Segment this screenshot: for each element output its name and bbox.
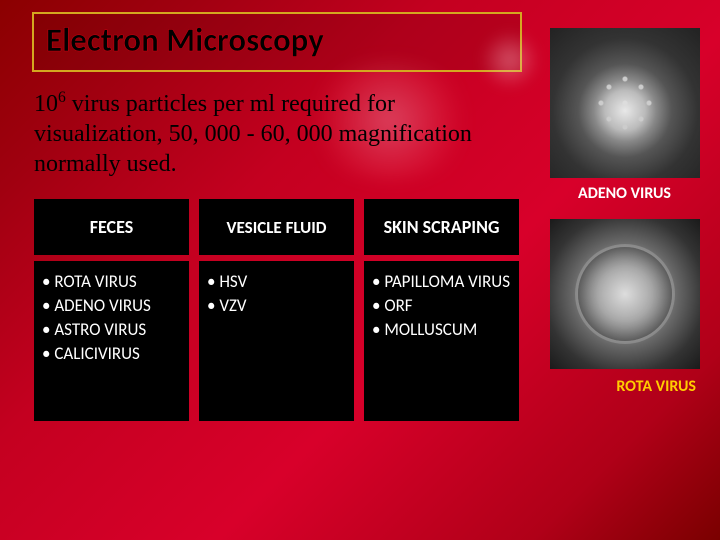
- list-item: ORF: [372, 295, 513, 317]
- list-item: HSV: [207, 271, 348, 293]
- column-vesicle-fluid: VESICLE FLUID HSV VZV: [199, 199, 354, 421]
- column-header: VESICLE FLUID: [199, 199, 354, 255]
- column-header: SKIN SCRAPING: [364, 199, 519, 255]
- subtitle-post: virus particles per ml required for visu…: [34, 91, 472, 177]
- right-image-panel: ADENO VIRUS ROTA VIRUS: [547, 28, 702, 412]
- column-body: ROTA VIRUS ADENO VIRUS ASTRO VIRUS CALIC…: [34, 261, 189, 421]
- subtitle-exponent: 6: [58, 89, 66, 106]
- adeno-virus-image: [550, 28, 700, 178]
- column-header: FECES: [34, 199, 189, 255]
- column-body: HSV VZV: [199, 261, 354, 421]
- image-label-rota: ROTA VIRUS: [547, 377, 702, 396]
- column-body: PAPILLOMA VIRUS ORF MOLLUSCUM: [364, 261, 519, 421]
- subtitle: 106 virus particles per ml required for …: [34, 88, 499, 179]
- list-item: VZV: [207, 295, 348, 317]
- list-item: PAPILLOMA VIRUS: [372, 271, 513, 293]
- title-box: Electron Microscopy: [32, 12, 522, 72]
- column-skin-scraping: SKIN SCRAPING PAPILLOMA VIRUS ORF MOLLUS…: [364, 199, 519, 421]
- slide-title: Electron Microscopy: [46, 20, 508, 60]
- list-item: CALICIVIRUS: [42, 343, 183, 365]
- list-item: ADENO VIRUS: [42, 295, 183, 317]
- rota-virus-image: [550, 219, 700, 369]
- list-item: MOLLUSCUM: [372, 319, 513, 341]
- slide: Electron Microscopy 106 virus particles …: [0, 0, 720, 540]
- image-label-adeno: ADENO VIRUS: [547, 184, 702, 203]
- column-feces: FECES ROTA VIRUS ADENO VIRUS ASTRO VIRUS…: [34, 199, 189, 421]
- subtitle-pre: 10: [34, 91, 58, 117]
- list-item: ROTA VIRUS: [42, 271, 183, 293]
- list-item: ASTRO VIRUS: [42, 319, 183, 341]
